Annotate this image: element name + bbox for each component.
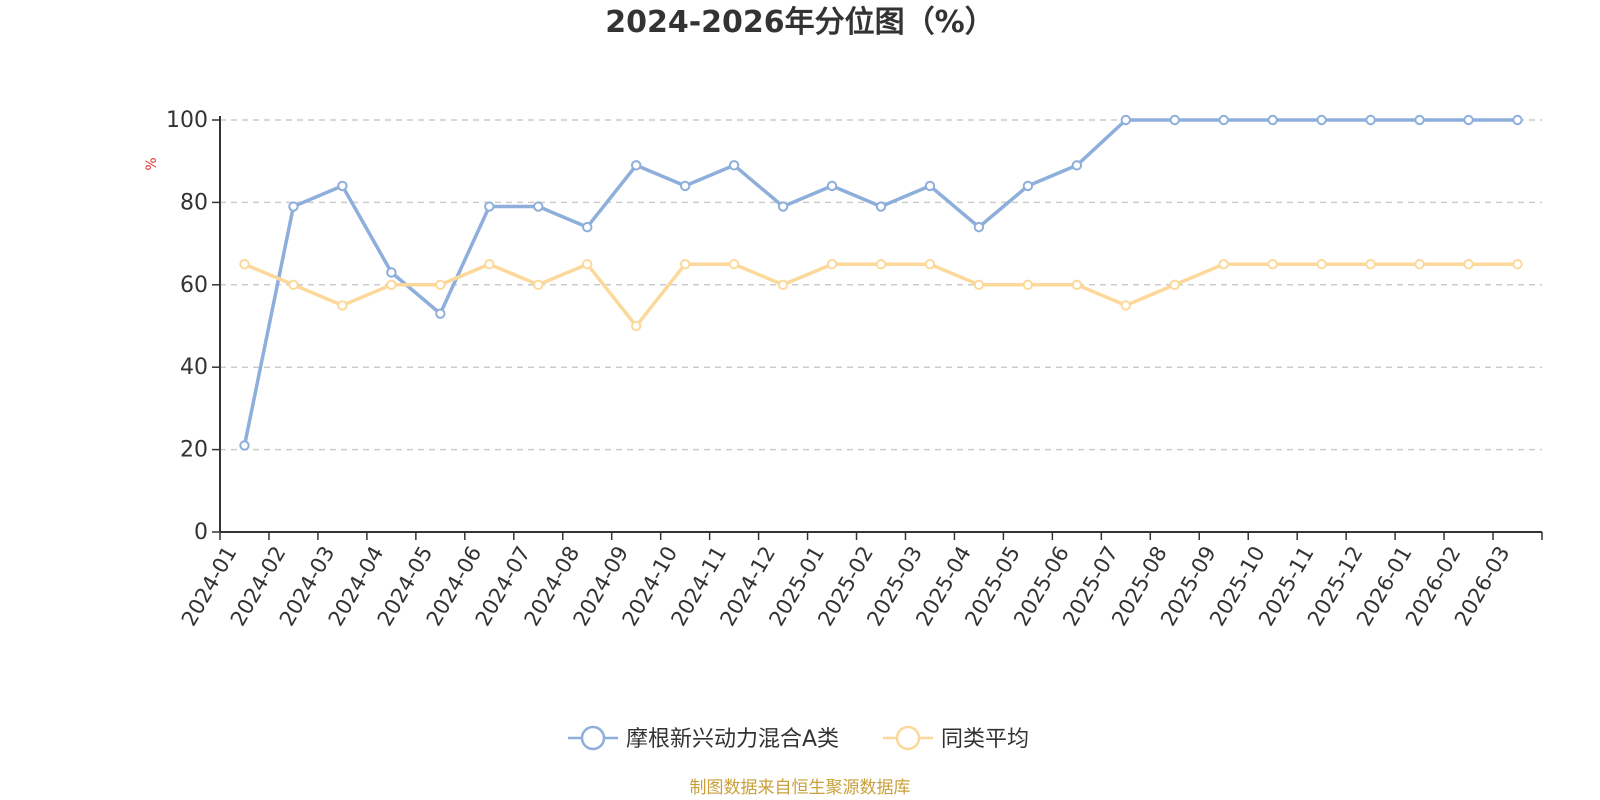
data-point[interactable] xyxy=(1463,259,1474,270)
data-point[interactable] xyxy=(875,259,887,270)
data-point[interactable] xyxy=(582,221,593,233)
data-point[interactable] xyxy=(679,180,691,192)
axes: 0204060801002024-012024-022024-032024-04… xyxy=(166,108,1543,630)
y-tick-label: 20 xyxy=(180,438,208,463)
data-point[interactable] xyxy=(1267,114,1278,126)
data-point[interactable] xyxy=(1512,114,1523,126)
data-point[interactable] xyxy=(973,221,985,233)
data-point[interactable] xyxy=(582,259,593,270)
data-point[interactable] xyxy=(826,259,838,270)
data-point[interactable] xyxy=(1316,259,1327,270)
data-point[interactable] xyxy=(484,259,495,270)
data-point[interactable] xyxy=(1414,259,1425,270)
data-point[interactable] xyxy=(1267,259,1278,270)
data-point[interactable] xyxy=(1365,259,1376,270)
chart-title: 2024-2026年分位图（%） xyxy=(605,5,995,40)
data-point[interactable] xyxy=(435,279,446,290)
data-point[interactable] xyxy=(1071,160,1083,171)
data-point[interactable] xyxy=(337,180,348,192)
data-point[interactable] xyxy=(533,201,544,212)
data-point[interactable] xyxy=(1022,279,1034,290)
data-point[interactable] xyxy=(777,201,789,212)
data-point[interactable] xyxy=(1120,114,1132,126)
legend-marker-icon xyxy=(895,725,921,751)
data-point[interactable] xyxy=(533,279,544,290)
data-point[interactable] xyxy=(1169,114,1180,126)
data-point[interactable] xyxy=(288,201,299,212)
data-point[interactable] xyxy=(1169,279,1180,290)
data-point[interactable] xyxy=(924,180,936,192)
series-line xyxy=(242,118,1518,446)
legend-label: 同类平均 xyxy=(941,727,1029,752)
data-point[interactable] xyxy=(337,300,348,311)
data-point[interactable] xyxy=(1218,114,1229,126)
y-tick-label: 80 xyxy=(180,190,208,215)
y-tick-label: 40 xyxy=(180,355,208,380)
data-point[interactable] xyxy=(1120,300,1132,311)
data-point[interactable] xyxy=(435,308,446,319)
data-point[interactable] xyxy=(728,160,740,171)
data-point[interactable] xyxy=(239,440,250,451)
data-point[interactable] xyxy=(386,279,397,290)
data-point[interactable] xyxy=(484,201,495,212)
data-point[interactable] xyxy=(1218,259,1229,270)
legend-marker-icon xyxy=(580,725,606,751)
legend-item-1[interactable]: 同类平均 xyxy=(883,725,1029,752)
data-point[interactable] xyxy=(1365,114,1376,126)
data-point[interactable] xyxy=(973,279,985,290)
y-tick-label: 60 xyxy=(180,273,208,298)
data-source-note: 制图数据来自恒生聚源数据库 xyxy=(690,778,911,798)
data-point[interactable] xyxy=(1414,114,1425,126)
data-point[interactable] xyxy=(630,160,642,171)
data-point[interactable] xyxy=(679,259,691,270)
data-point[interactable] xyxy=(777,279,789,290)
legend[interactable]: 摩根新兴动力混合A类 同类平均 xyxy=(568,725,1029,752)
data-point[interactable] xyxy=(1512,259,1523,270)
legend-item-0[interactable]: 摩根新兴动力混合A类 xyxy=(568,725,839,752)
data-point[interactable] xyxy=(1463,114,1474,126)
data-point[interactable] xyxy=(875,201,887,212)
data-point[interactable] xyxy=(924,259,936,270)
series-0 xyxy=(239,114,1523,451)
data-point[interactable] xyxy=(288,279,299,290)
data-point[interactable] xyxy=(1316,114,1327,126)
series-1 xyxy=(239,259,1523,332)
data-point[interactable] xyxy=(630,320,642,332)
y-tick-label: 100 xyxy=(166,108,208,133)
data-point[interactable] xyxy=(728,259,740,270)
series-lines xyxy=(239,114,1523,451)
data-point[interactable] xyxy=(826,180,838,192)
data-point[interactable] xyxy=(1071,279,1083,290)
data-point[interactable] xyxy=(239,259,250,270)
y-tick-label: 0 xyxy=(194,520,208,545)
legend-label: 摩根新兴动力混合A类 xyxy=(626,727,839,752)
data-point[interactable] xyxy=(386,267,397,278)
series-line xyxy=(243,262,1518,328)
data-point[interactable] xyxy=(1022,180,1034,192)
y-axis-unit-label: % xyxy=(144,157,160,170)
